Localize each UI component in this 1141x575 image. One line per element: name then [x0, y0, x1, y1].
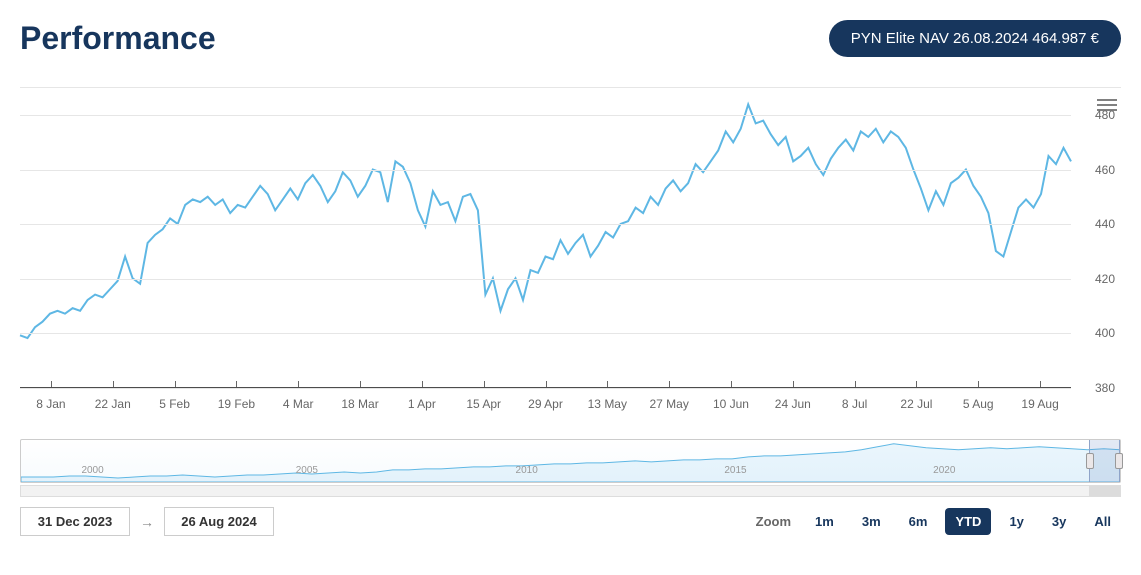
x-axis-label: 29 Apr — [528, 397, 563, 411]
y-axis-label: 480 — [1095, 108, 1115, 122]
zoom-button-3y[interactable]: 3y — [1042, 508, 1076, 535]
x-axis-tick — [793, 381, 794, 387]
arrow-right-icon: → — [140, 514, 154, 530]
x-axis-label: 1 Apr — [408, 397, 436, 411]
gridline — [20, 224, 1071, 225]
y-axis-label: 440 — [1095, 217, 1115, 231]
x-axis-label: 5 Aug — [963, 397, 994, 411]
zoom-button-3m[interactable]: 3m — [852, 508, 891, 535]
page-title: Performance — [20, 20, 216, 57]
x-axis-label: 18 Mar — [341, 397, 378, 411]
x-axis-label: 27 May — [649, 397, 688, 411]
x-axis-tick — [546, 381, 547, 387]
zoom-button-6m[interactable]: 6m — [899, 508, 938, 535]
x-axis-label: 22 Jan — [95, 397, 131, 411]
x-axis-label: 24 Jun — [775, 397, 811, 411]
gridline — [20, 115, 1071, 116]
x-axis-tick — [298, 381, 299, 387]
x-axis-label: 8 Jul — [842, 397, 867, 411]
gridline — [20, 279, 1071, 280]
navigator-year-label: 2000 — [81, 465, 103, 476]
x-axis-tick — [236, 381, 237, 387]
navigator-year-label: 2015 — [724, 465, 746, 476]
nav-badge: PYN Elite NAV 26.08.2024 464.987 € — [829, 20, 1121, 57]
navigator-handle-left[interactable] — [1086, 453, 1094, 469]
gridline — [20, 333, 1071, 334]
x-axis-tick — [916, 381, 917, 387]
zoom-button-1y[interactable]: 1y — [999, 508, 1033, 535]
x-axis-tick — [731, 381, 732, 387]
navigator-handle-right[interactable] — [1115, 453, 1123, 469]
x-axis-label: 15 Apr — [466, 397, 501, 411]
x-axis-label: 5 Feb — [159, 397, 190, 411]
zoom-button-1m[interactable]: 1m — [805, 508, 844, 535]
range-navigator[interactable]: 2000 2005 2010 2015 2020 — [20, 439, 1121, 483]
x-axis-label: 13 May — [588, 397, 627, 411]
x-axis-tick — [113, 381, 114, 387]
x-axis-label: 10 Jun — [713, 397, 749, 411]
x-axis-label: 19 Feb — [218, 397, 255, 411]
y-axis-label: 380 — [1095, 381, 1115, 395]
x-axis-label: 22 Jul — [900, 397, 932, 411]
x-axis-tick — [855, 381, 856, 387]
date-to-input[interactable]: 26 Aug 2024 — [164, 507, 274, 536]
x-axis-tick — [978, 381, 979, 387]
navigator-year-label: 2010 — [516, 465, 538, 476]
y-axis-label: 400 — [1095, 326, 1115, 340]
x-axis-tick — [51, 381, 52, 387]
date-from-input[interactable]: 31 Dec 2023 — [20, 507, 130, 536]
x-axis-tick — [607, 381, 608, 387]
performance-chart: 8 Jan 22 Jan 5 Feb 19 Feb 4 Mar 18 Mar 1 Apr 15… — [20, 87, 1121, 417]
gridline — [20, 170, 1071, 171]
navigator-year-label: 2005 — [296, 465, 318, 476]
x-axis-tick — [422, 381, 423, 387]
x-axis-tick — [484, 381, 485, 387]
zoom-label: Zoom — [756, 514, 791, 529]
navigator-year-label: 2020 — [933, 465, 955, 476]
x-axis-tick — [175, 381, 176, 387]
zoom-button-ytd[interactable]: YTD — [945, 508, 991, 535]
gridline — [20, 388, 1071, 389]
x-axis-tick — [669, 381, 670, 387]
x-axis-label: 4 Mar — [283, 397, 314, 411]
x-axis-tick — [1040, 381, 1041, 387]
y-axis-label: 460 — [1095, 163, 1115, 177]
x-axis-tick — [360, 381, 361, 387]
x-axis-label: 8 Jan — [36, 397, 65, 411]
y-axis-label: 420 — [1095, 272, 1115, 286]
x-axis-label: 19 Aug — [1021, 397, 1058, 411]
zoom-button-all[interactable]: All — [1084, 508, 1121, 535]
navigator-scrollbar[interactable] — [20, 485, 1121, 497]
